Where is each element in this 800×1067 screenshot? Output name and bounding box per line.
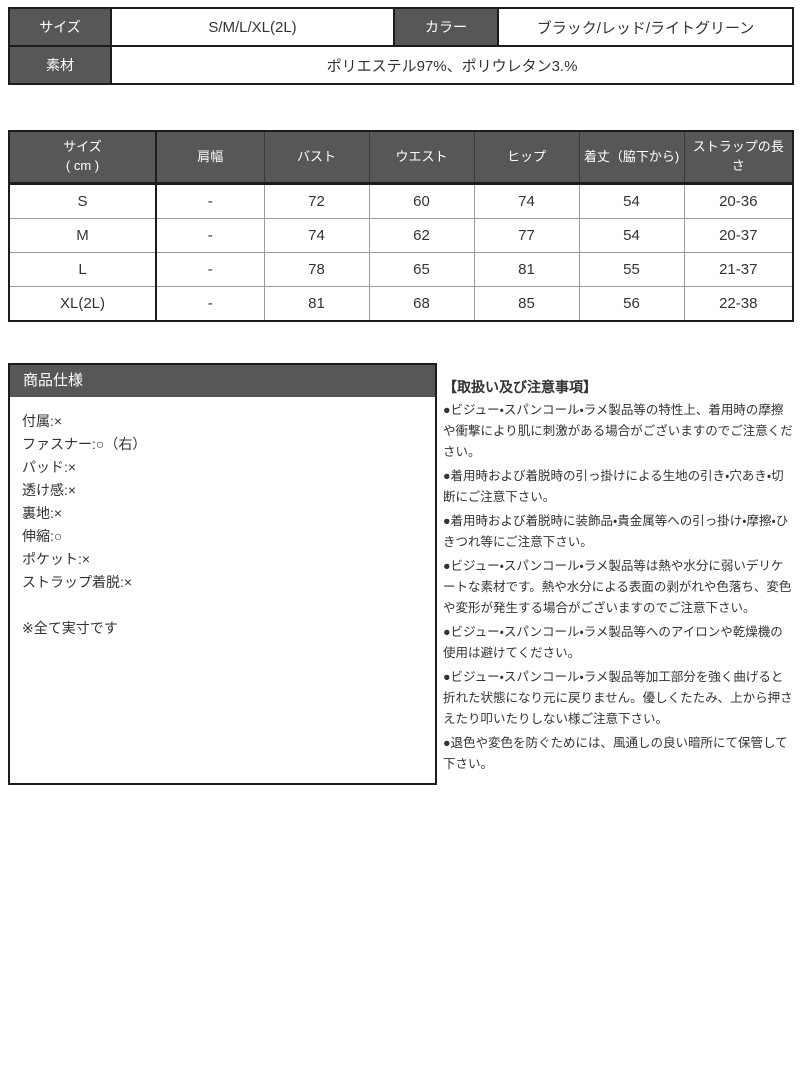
- cell-hip: 81: [473, 252, 580, 287]
- spec-item-strap-detach: ストラップ着脱:×: [22, 574, 133, 590]
- cell-length: 56: [578, 286, 685, 322]
- summary-table: サイズ S/M/L/XL(2L) カラー ブラック/レッド/ライトグリーン 素材…: [8, 7, 794, 85]
- spec-item-stretch: 伸縮:○: [22, 528, 63, 544]
- size-value: S/M/L/XL(2L): [110, 7, 395, 47]
- size-row-xl: XL(2L) - 81 68 85 56 22-38: [8, 286, 794, 322]
- spec-item-pocket: ポケット:×: [22, 551, 91, 567]
- size-chart-table: サイズ ( cm ) 肩幅 バスト ウエスト ヒップ 着丈（脇下から) ストラッ…: [8, 130, 794, 322]
- care-notes: 【取扱い及び注意事項】 ●ビジュー・スパンコール・ラメ製品等の特性上、着用時の摩…: [443, 377, 795, 778]
- product-spec-box: 商品仕様 付属:× ファスナー:○（右） パッド:× 透け感:× 裏地:× 伸縮…: [8, 363, 437, 785]
- spec-item-lining: 裏地:×: [22, 505, 63, 521]
- col-header-strap: ストラップの長さ: [683, 130, 794, 185]
- cell-waist: 65: [368, 252, 475, 287]
- care-note-item: ●着用時および着脱時の引っ掛けによる生地の引き・穴あき・切断にご注意下さい。: [443, 469, 784, 504]
- col-header-waist: ウエスト: [368, 130, 475, 185]
- spec-measurement-note: ※全て実寸です: [22, 620, 118, 636]
- size-row-m: M - 74 62 77 54 20-37: [8, 218, 794, 253]
- color-label: カラー: [393, 7, 499, 47]
- color-value: ブラック/レッド/ライトグリーン: [497, 7, 794, 47]
- cell-bust: 72: [263, 183, 370, 219]
- care-note-item: ●ビジュー・スパンコール・ラメ製品等へのアイロンや乾燥機の使用は避けてください。: [443, 625, 783, 660]
- summary-row-size-color: サイズ S/M/L/XL(2L) カラー ブラック/レッド/ライトグリーン: [8, 7, 794, 47]
- cell-waist: 62: [368, 218, 475, 253]
- cell-hip: 74: [473, 183, 580, 219]
- col-header-size-line1: サイズ: [63, 139, 102, 155]
- cell-bust: 74: [263, 218, 370, 253]
- care-note-item: ●退色や変色を防ぐためには、風通しの良い暗所にて保管して下さい。: [443, 736, 788, 771]
- product-spec-body: 付属:× ファスナー:○（右） パッド:× 透け感:× 裏地:× 伸縮:○ ポケ…: [10, 397, 435, 640]
- cell-size: XL(2L): [8, 286, 157, 322]
- cell-strap: 22-38: [683, 286, 794, 322]
- cell-bust: 81: [263, 286, 370, 322]
- cell-length: 55: [578, 252, 685, 287]
- col-header-shoulder: 肩幅: [155, 130, 265, 185]
- cell-size: M: [8, 218, 157, 253]
- care-note-item: ●ビジュー・スパンコール・ラメ製品等加工部分を強く曲げると折れた状態になり元に戻…: [443, 670, 793, 726]
- cell-hip: 77: [473, 218, 580, 253]
- col-header-bust: バスト: [263, 130, 370, 185]
- care-note-item: ●ビジュー・スパンコール・ラメ製品等の特性上、着用時の摩擦や衝撃により肌に刺激が…: [443, 403, 793, 459]
- cell-length: 54: [578, 183, 685, 219]
- cell-strap: 20-37: [683, 218, 794, 253]
- size-label: サイズ: [8, 7, 112, 47]
- col-header-size-line2: ( cm ): [65, 158, 100, 173]
- cell-shoulder: -: [155, 252, 265, 287]
- spec-item-pad: パッド:×: [22, 459, 77, 475]
- cell-shoulder: -: [155, 183, 265, 219]
- size-chart-header-row: サイズ ( cm ) 肩幅 バスト ウエスト ヒップ 着丈（脇下から) ストラッ…: [8, 130, 794, 185]
- col-header-length: 着丈（脇下から): [578, 130, 685, 185]
- cell-hip: 85: [473, 286, 580, 322]
- spec-item-accessory: 付属:×: [22, 413, 63, 429]
- col-header-size: サイズ ( cm ): [8, 130, 157, 185]
- material-value: ポリエステル97%、ポリウレタン3.%: [110, 45, 794, 85]
- care-note-item: ●ビジュー・スパンコール・ラメ製品等は熱や水分に弱いデリケートな素材です。熱や水…: [443, 559, 792, 615]
- cell-waist: 68: [368, 286, 475, 322]
- size-row-l: L - 78 65 81 55 21-37: [8, 252, 794, 287]
- col-header-hip: ヒップ: [473, 130, 580, 185]
- cell-shoulder: -: [155, 286, 265, 322]
- size-row-s: S - 72 60 74 54 20-36: [8, 183, 794, 219]
- summary-row-material: 素材 ポリエステル97%、ポリウレタン3.%: [8, 45, 794, 85]
- cell-strap: 20-36: [683, 183, 794, 219]
- cell-length: 54: [578, 218, 685, 253]
- care-notes-title: 【取扱い及び注意事項】: [443, 379, 597, 395]
- cell-size: S: [8, 183, 157, 219]
- product-spec-title: 商品仕様: [10, 365, 435, 397]
- cell-waist: 60: [368, 183, 475, 219]
- cell-bust: 78: [263, 252, 370, 287]
- cell-strap: 21-37: [683, 252, 794, 287]
- cell-size: L: [8, 252, 157, 287]
- care-note-item: ●着用時および着脱時に装飾品・貴金属等への引っ掛け・摩擦・ひきつれ等にご注意下さ…: [443, 514, 789, 549]
- spec-item-sheerness: 透け感:×: [22, 482, 77, 498]
- spec-item-fastener: ファスナー:○（右）: [22, 436, 147, 452]
- cell-shoulder: -: [155, 218, 265, 253]
- material-label: 素材: [8, 45, 112, 85]
